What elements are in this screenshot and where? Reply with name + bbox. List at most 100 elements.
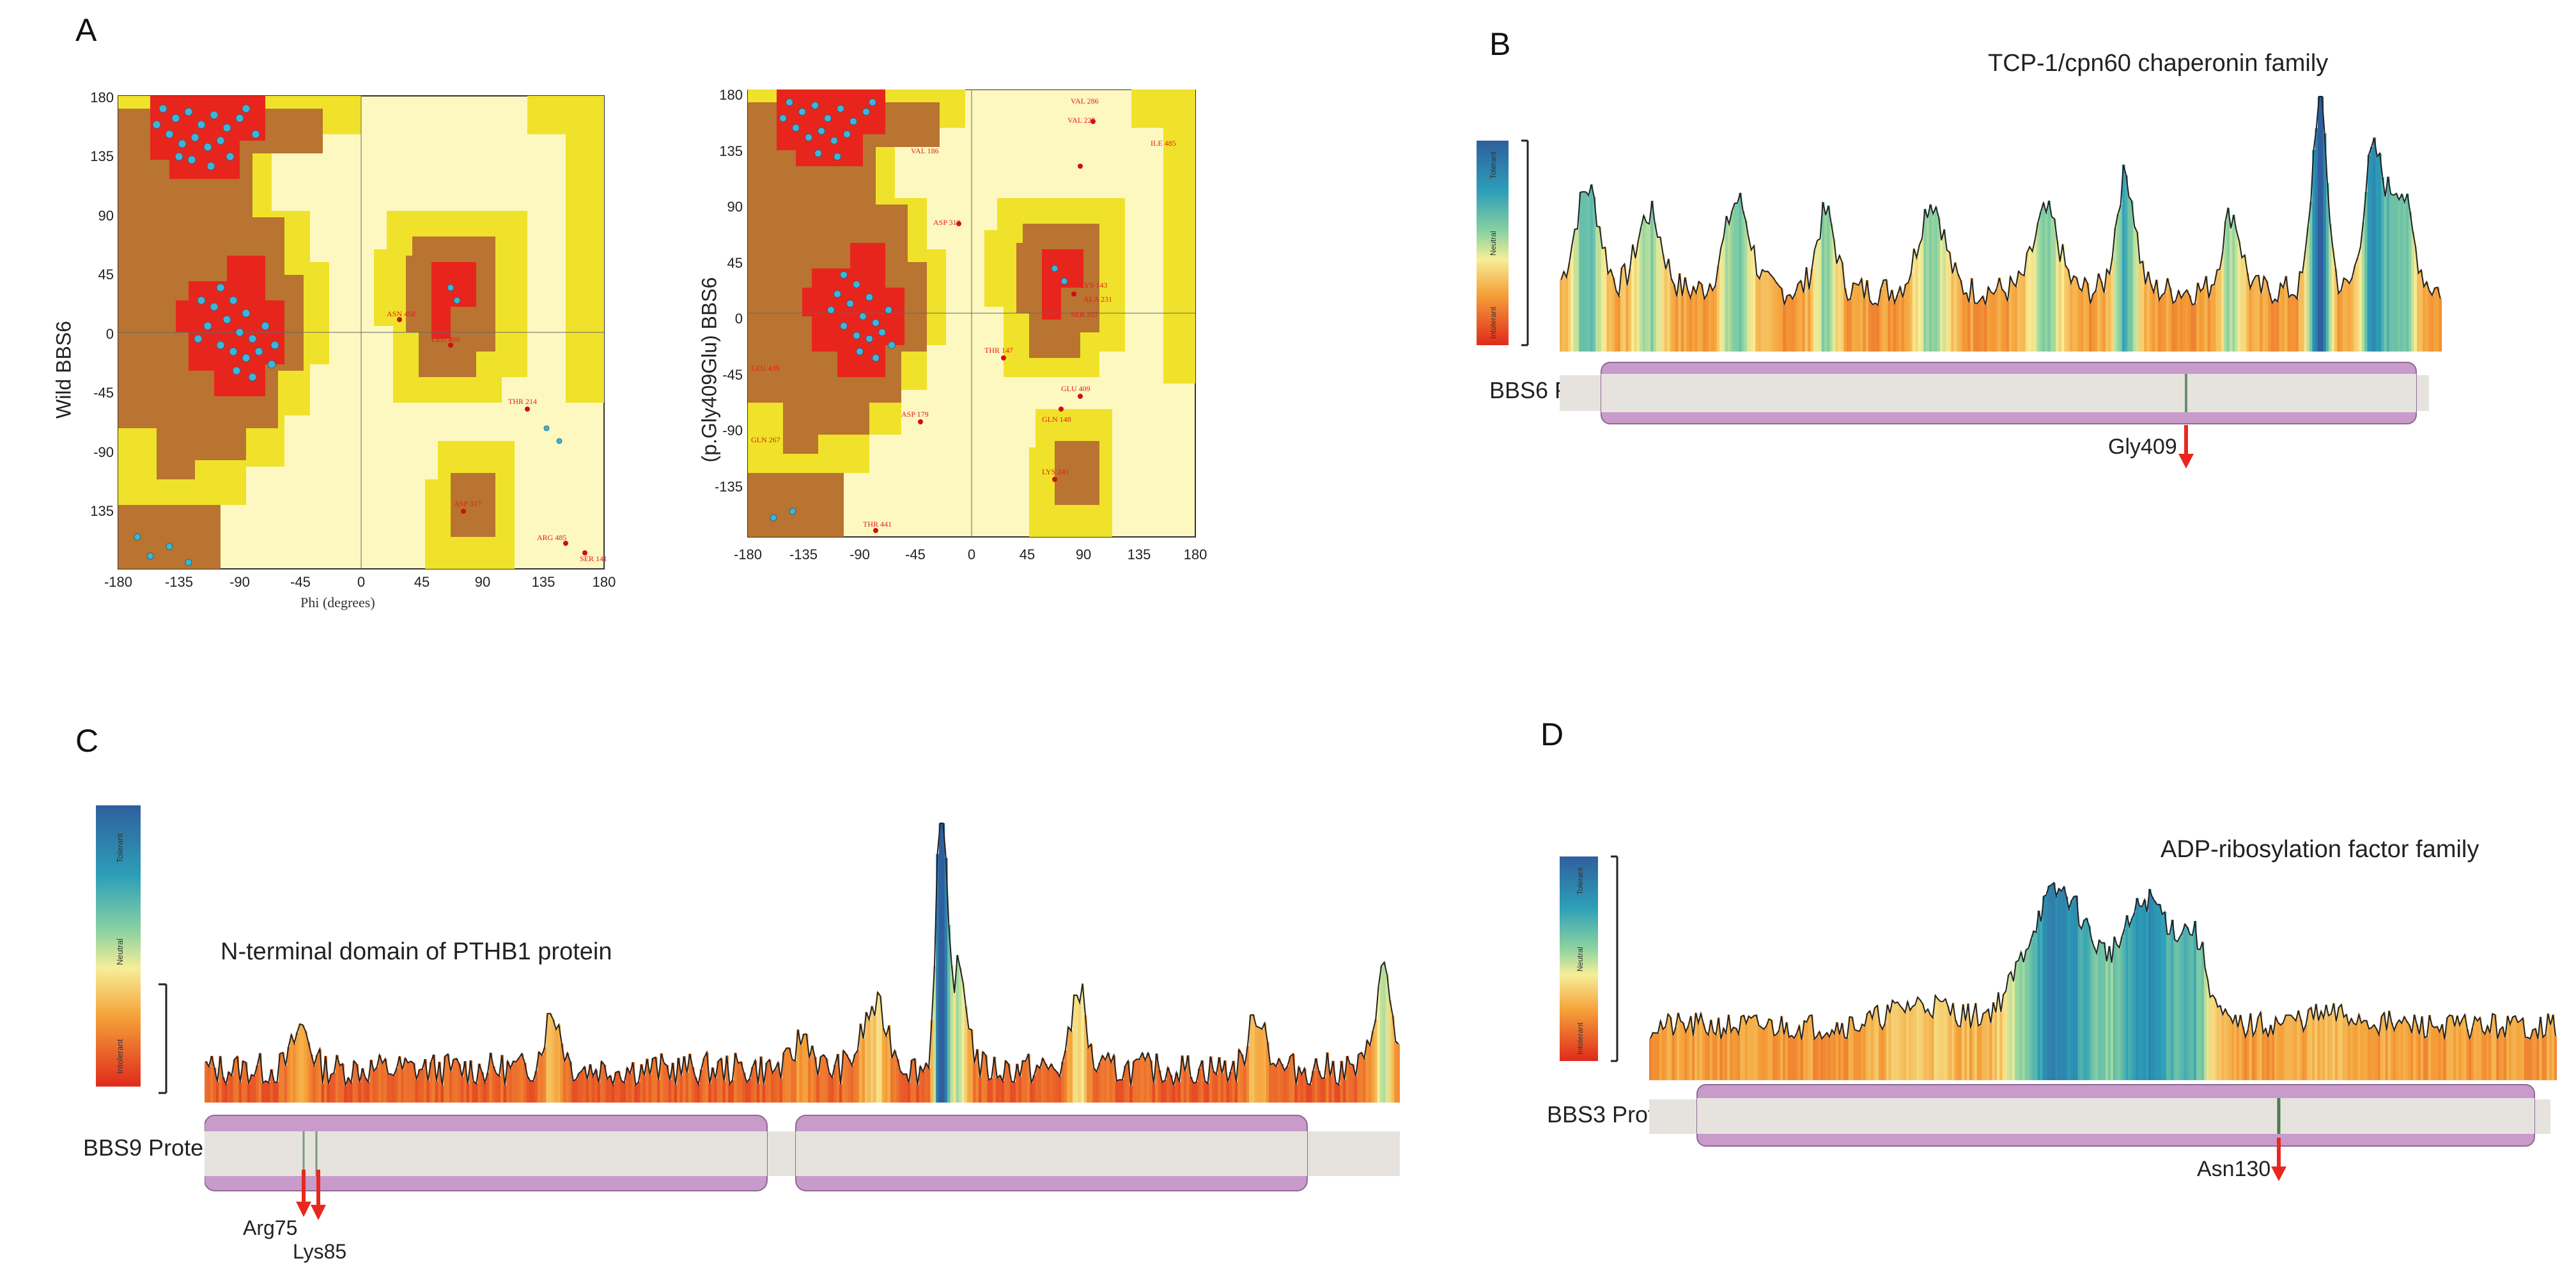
tolerance-bar	[1303, 1068, 1307, 1103]
rama-right-xtick: 0	[968, 546, 975, 562]
tolerance-bar	[2403, 202, 2407, 352]
tolerance-bar	[1888, 300, 1891, 352]
tolerance-bar	[2218, 268, 2222, 352]
tolerance-bar	[2363, 1020, 2366, 1080]
tolerance-bar	[2466, 1029, 2469, 1080]
tolerance-bar	[628, 1073, 632, 1103]
tolerance-bar	[924, 1063, 928, 1103]
rama-left-ytick: -135	[89, 503, 114, 519]
tolerance-bar	[1717, 1018, 1721, 1080]
rama-right-xtick: -90	[850, 546, 870, 562]
tolerance-bar	[2294, 1021, 2298, 1080]
tolerance-bar	[1959, 280, 1963, 352]
tolerance-bar	[2395, 1023, 2399, 1080]
tolerance-bar	[1802, 292, 1806, 352]
tolerance-bar	[2267, 1037, 2270, 1080]
tolerance-bar	[2138, 906, 2141, 1080]
tolerance-bar	[1158, 1070, 1161, 1103]
tolerance-bar	[2239, 1015, 2242, 1080]
tolerance-bar	[2506, 1016, 2510, 1080]
tolerance-bar	[378, 1055, 382, 1103]
tolerance-bar	[981, 1051, 985, 1103]
tolerance-bar	[298, 1024, 302, 1103]
tolerance-bar	[1890, 290, 1894, 352]
tolerance-bar	[1700, 284, 1703, 352]
tolerance-bar	[1576, 229, 1579, 352]
tolerance-bar	[275, 1082, 279, 1103]
tolerance-bar	[2421, 1016, 2424, 1080]
rama-left-outlier-2: THR 214	[508, 397, 537, 406]
tolerance-bar	[1626, 285, 1629, 352]
tolerance-bar	[2133, 912, 2136, 1080]
tolerance-bar	[2100, 943, 2104, 1080]
tolerance-bar	[1954, 1019, 1957, 1080]
tolerance-bar	[1863, 1026, 1866, 1080]
tolerance-bar	[2259, 1012, 2263, 1080]
tolerance-bar	[1294, 1084, 1298, 1103]
tolerance-bar	[2356, 257, 2360, 352]
tolerance-bar	[713, 1078, 718, 1103]
tolerance-bar	[1944, 998, 1948, 1080]
tolerance-bar	[2380, 1016, 2384, 1080]
tolerance-bar	[364, 1078, 368, 1103]
tolerance-bar	[1155, 1053, 1159, 1103]
tolerance-bar	[546, 1013, 550, 1103]
tolerance-bar	[1750, 1018, 1753, 1080]
tolerance-bar	[2224, 221, 2228, 352]
tolerance-bar	[2526, 1037, 2530, 1080]
tolerance-bar	[1260, 1029, 1264, 1103]
tolerance-bar	[1695, 293, 1698, 352]
tolerance-bar	[2157, 300, 2161, 352]
tolerance-bar	[2039, 212, 2043, 352]
rama-right-outlier-6: ALA 231	[1083, 295, 1112, 304]
tolerance-bar	[1957, 1026, 1960, 1080]
rama-left-xlabel: Phi (degrees)	[300, 594, 375, 610]
tolerance-bar	[1342, 1080, 1346, 1103]
tolerance-bar	[722, 1081, 726, 1103]
tolerance-bar	[1138, 1058, 1142, 1103]
tolerance-bar	[2279, 283, 2283, 352]
tolerance-bar	[506, 1061, 509, 1103]
tolerance-bar	[1109, 1062, 1113, 1103]
tolerance-bar	[1166, 1067, 1170, 1103]
tolerance-bar	[1755, 1015, 1758, 1080]
rama-left-ytick: 45	[98, 267, 114, 283]
tolerance-bar	[756, 1083, 760, 1103]
tolerance-bar	[1816, 240, 1819, 352]
tolerance-bar	[1874, 1007, 1877, 1080]
tolerance-bar	[392, 1075, 396, 1103]
tolerance-bar	[1560, 279, 1563, 352]
tolerance-bar	[609, 1075, 612, 1103]
tolerance-bar	[2249, 1013, 2253, 1080]
tolerance-bar	[1780, 288, 1783, 352]
tolerance-bar	[403, 1058, 407, 1103]
tolerance-bar	[1680, 296, 1684, 352]
tolerance-bar	[2130, 201, 2134, 352]
tolerance-bar	[2251, 1035, 2255, 1080]
tolerance-bar	[2334, 268, 2338, 352]
tolerance-bar	[1871, 304, 1875, 352]
panel-b-legend-top: Tolerant	[1489, 151, 1498, 179]
tolerance-bar	[745, 1082, 749, 1103]
tolerance-bar	[2354, 265, 2357, 352]
tolerance-bar	[640, 1064, 644, 1103]
tolerance-bar	[293, 1043, 297, 1103]
tolerance-bar	[1687, 1026, 1690, 1080]
tolerance-bar	[407, 1062, 410, 1103]
tolerance-bar	[2086, 283, 2090, 352]
tolerance-bar	[2193, 304, 2197, 352]
panel-d-tolerance-track	[1649, 881, 2557, 1080]
tolerance-bar	[1010, 1081, 1014, 1103]
tolerance-bar	[2360, 1023, 2363, 1080]
tolerance-bar	[1197, 1068, 1201, 1103]
tolerance-bar	[1391, 1016, 1395, 1103]
tolerance-bar	[1354, 1076, 1358, 1103]
tolerance-bar	[927, 1067, 931, 1103]
tolerance-bar	[568, 1061, 572, 1103]
tolerance-bar	[1615, 290, 1618, 352]
tolerance-bar	[1946, 1006, 1950, 1080]
tolerance-bar	[2309, 201, 2313, 352]
tolerance-bar	[1226, 1082, 1230, 1103]
tolerance-bar	[2350, 1018, 2354, 1080]
tolerance-bar	[1819, 238, 1822, 352]
